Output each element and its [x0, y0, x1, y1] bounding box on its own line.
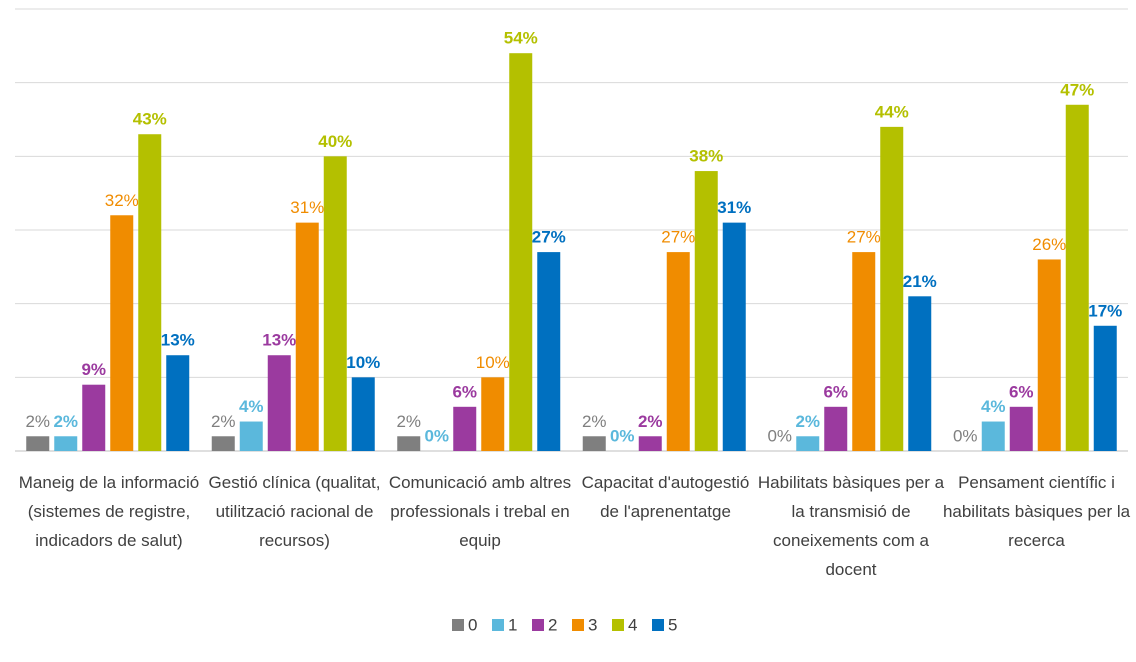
- value-label: 2%: [795, 412, 820, 431]
- value-label: 10%: [476, 353, 510, 372]
- value-label: 13%: [161, 331, 195, 350]
- bar: [82, 384, 106, 451]
- value-label: 43%: [133, 110, 167, 129]
- bar: [722, 222, 746, 451]
- legend-label: 5: [668, 615, 677, 634]
- bar: [1093, 325, 1117, 451]
- bar: [54, 436, 78, 451]
- legend-label: 3: [588, 615, 597, 634]
- bar: [110, 215, 134, 451]
- legend-label: 0: [468, 615, 477, 634]
- bar: [138, 134, 162, 451]
- x-tick-label: Gestió clínica (qualitat, utilització ra…: [208, 473, 381, 550]
- bar: [211, 436, 235, 451]
- value-label: 0%: [767, 426, 792, 445]
- x-tick-label: Habilitats bàsiques per a la transmisió …: [757, 473, 945, 579]
- value-label: 47%: [1060, 80, 1094, 99]
- bar: [1009, 406, 1033, 451]
- bar: [694, 171, 718, 452]
- bar: [796, 436, 820, 451]
- bar: [295, 222, 319, 451]
- bar: [397, 436, 421, 451]
- value-label: 0%: [610, 426, 635, 445]
- x-tick-label: Capacitat d'autogestió de l'aprenentatge: [581, 473, 750, 521]
- value-label: 10%: [346, 353, 380, 372]
- bar: [638, 436, 662, 451]
- value-label: 40%: [318, 132, 352, 151]
- bar: [880, 126, 904, 451]
- value-label: 0%: [953, 426, 978, 445]
- value-label: 26%: [1032, 235, 1066, 254]
- bar: [351, 377, 375, 451]
- x-tick-label: Pensament científic i habilitats bàsique…: [942, 473, 1131, 550]
- legend-label: 4: [628, 615, 637, 634]
- value-label: 4%: [981, 397, 1006, 416]
- value-label: 27%: [847, 228, 881, 247]
- value-label: 6%: [452, 382, 477, 401]
- value-label: 17%: [1088, 301, 1122, 320]
- legend-swatch: [612, 619, 624, 631]
- bar: [267, 355, 291, 451]
- legend-swatch: [572, 619, 584, 631]
- bar: [852, 252, 876, 451]
- value-label: 6%: [1009, 382, 1034, 401]
- bar: [481, 377, 505, 451]
- bar: [453, 406, 477, 451]
- legend-swatch: [492, 619, 504, 631]
- value-label: 32%: [105, 191, 139, 210]
- value-label: 6%: [823, 382, 848, 401]
- value-label: 2%: [396, 412, 421, 431]
- value-label: 31%: [717, 198, 751, 217]
- value-label: 44%: [875, 102, 909, 121]
- value-label: 2%: [53, 412, 78, 431]
- value-label: 4%: [239, 397, 264, 416]
- legend-swatch: [652, 619, 664, 631]
- value-label: 2%: [211, 412, 236, 431]
- value-label: 21%: [903, 272, 937, 291]
- legend-label: 2: [548, 615, 557, 634]
- value-label: 0%: [424, 426, 449, 445]
- value-label: 2%: [638, 412, 663, 431]
- value-label: 27%: [661, 228, 695, 247]
- legend-swatch: [452, 619, 464, 631]
- value-label: 38%: [689, 147, 723, 166]
- bar: [166, 355, 190, 451]
- x-tick-label: Maneig de la informació (sistemes de reg…: [18, 473, 200, 550]
- value-label: 27%: [532, 228, 566, 247]
- value-label: 2%: [25, 412, 50, 431]
- bar: [666, 252, 690, 451]
- bar: [323, 156, 347, 452]
- bar: [239, 421, 263, 451]
- value-label: 9%: [81, 360, 106, 379]
- bar: [1065, 104, 1089, 452]
- legend-label: 1: [508, 615, 517, 634]
- value-label: 13%: [262, 331, 296, 350]
- x-tick-label: Comunicació amb altres professionals i t…: [388, 473, 572, 550]
- bar: [582, 436, 606, 451]
- bar: [509, 53, 533, 451]
- bar: [1037, 259, 1061, 451]
- legend-swatch: [532, 619, 544, 631]
- value-label: 54%: [504, 29, 538, 48]
- value-label: 31%: [290, 198, 324, 217]
- bar: [981, 421, 1005, 451]
- value-label: 2%: [582, 412, 607, 431]
- bar: [908, 296, 932, 451]
- bar: [537, 252, 561, 451]
- bar: [824, 406, 848, 451]
- bar: [26, 436, 50, 451]
